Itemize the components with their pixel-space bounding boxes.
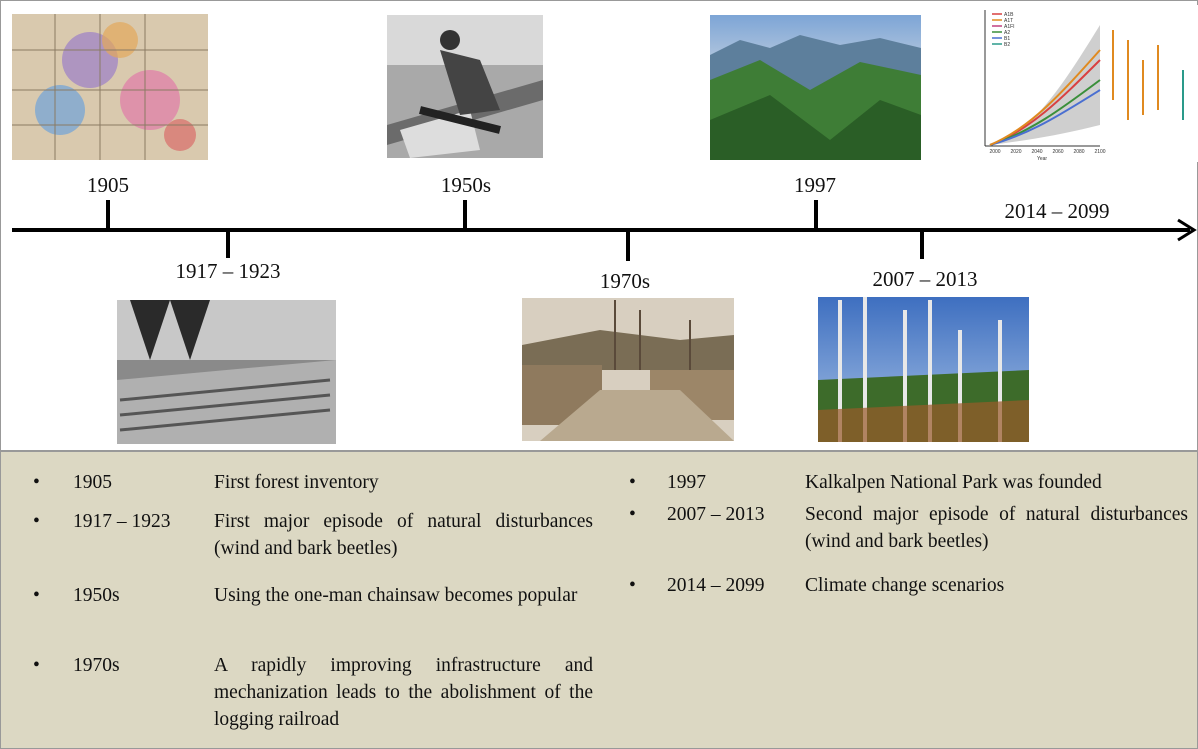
item-text: First forest inventory (214, 472, 379, 493)
legend-label: A1FI (1004, 24, 1015, 30)
x-tick-label: 2080 (1073, 149, 1084, 155)
forest-photo (818, 297, 1029, 442)
mountain-photo (710, 15, 921, 160)
bullet: • (33, 511, 40, 532)
item-year: 1970s (73, 655, 120, 676)
description-panel: • 1905 First forest inventory • 1917 – 1923 F… (0, 451, 1198, 749)
chainsaw-photo (387, 15, 543, 158)
bullet: • (33, 655, 40, 676)
bullet: • (629, 575, 636, 596)
item-year: 1997 (667, 472, 706, 493)
event-label: 1997 (794, 173, 836, 197)
x-tick-label: 2040 (1031, 149, 1042, 155)
item-year: 1905 (73, 472, 112, 493)
event-label: 2007 – 2013 (873, 267, 978, 291)
x-tick-label: 2020 (1010, 149, 1021, 155)
x-tick-label: 2060 (1052, 149, 1063, 155)
event-label: 1950s (441, 173, 491, 197)
item-text: Kalkalpen National Park was founded (805, 472, 1102, 493)
event-label: 1917 – 1923 (176, 259, 281, 283)
x-tick-label: 2100 (1094, 149, 1105, 155)
item-text: First major episode of natural disturban… (214, 511, 593, 559)
bullet: • (33, 585, 40, 606)
legend-label: A1B (1004, 12, 1014, 18)
item-text: Climate change scenarios (805, 575, 1005, 596)
item-year: 1950s (73, 585, 120, 606)
logs-photo (522, 298, 734, 441)
legend-label: A1T (1004, 18, 1013, 24)
item-year: 2007 – 2013 (667, 504, 765, 525)
legend-label: B2 (1004, 42, 1010, 48)
item-year: 1917 – 1923 (73, 511, 171, 532)
x-tick-label: 2000 (989, 149, 1000, 155)
fire-photo (117, 300, 336, 444)
item-year: 2014 – 2099 (667, 575, 765, 596)
item-text: Using the one-man chainsaw becomes popul… (214, 585, 578, 606)
legend-label: B1 (1004, 36, 1010, 42)
x-axis-label: Year (1037, 156, 1047, 162)
event-label: 1905 (87, 173, 129, 197)
bullet: • (629, 472, 636, 493)
map-photo (12, 14, 208, 160)
timeline-axis (12, 200, 1197, 261)
item-text: Second major episode of natural disturba… (805, 504, 1188, 552)
bullet: • (33, 472, 40, 493)
event-label: 1970s (600, 269, 650, 293)
event-label: 2014 – 2099 (1005, 199, 1110, 223)
bullet: • (629, 504, 636, 525)
legend-label: A2 (1004, 30, 1010, 36)
item-text: A rapidly improving infrastructure and m… (214, 655, 593, 730)
